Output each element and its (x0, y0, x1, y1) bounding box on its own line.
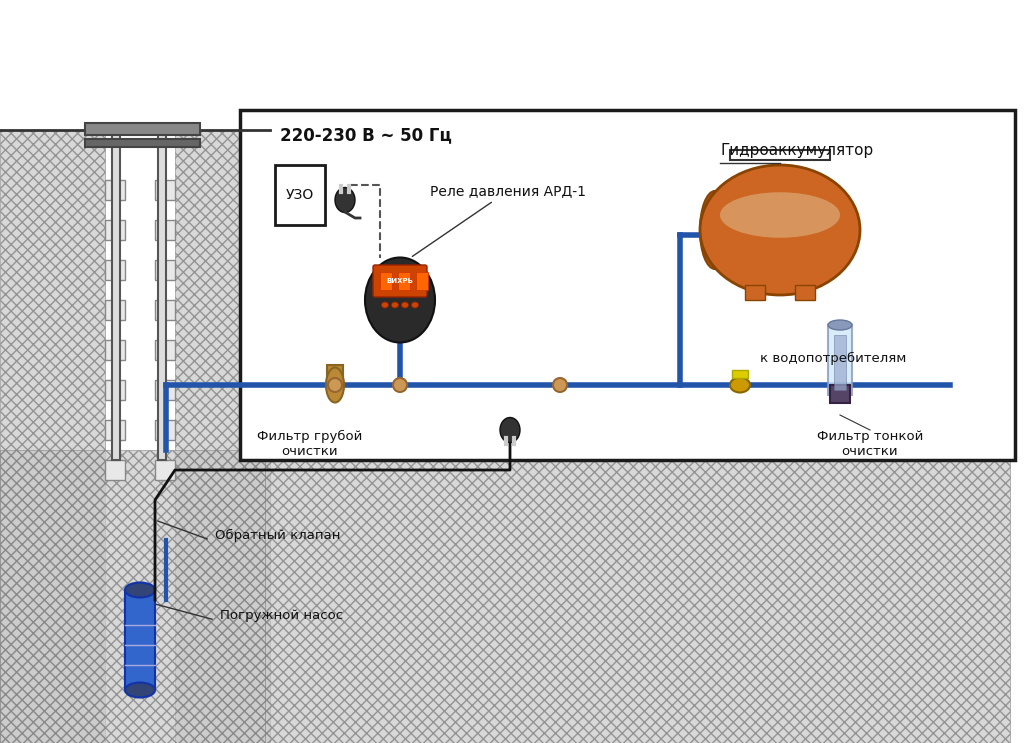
Text: Обратный клапан: Обратный клапан (215, 528, 341, 542)
FancyBboxPatch shape (373, 265, 427, 297)
Bar (828, 325, 852, 395)
Bar (105, 380, 125, 400)
Ellipse shape (730, 377, 750, 392)
Ellipse shape (125, 683, 155, 698)
Ellipse shape (382, 302, 388, 308)
Ellipse shape (391, 302, 398, 308)
Text: к водопотребителям: к водопотребителям (760, 352, 906, 365)
Bar (155, 220, 175, 240)
Bar (240, 110, 1015, 460)
Bar (105, 220, 125, 240)
Bar (745, 285, 765, 300)
Bar (380, 272, 392, 290)
Bar (327, 365, 343, 390)
Bar (155, 260, 175, 280)
Ellipse shape (412, 302, 419, 308)
Ellipse shape (401, 302, 409, 308)
Ellipse shape (700, 191, 730, 269)
Text: Реле давления АРД-1: Реле давления АРД-1 (413, 184, 586, 256)
Ellipse shape (326, 368, 344, 403)
Bar (416, 272, 428, 290)
Bar (275, 165, 325, 225)
Text: Гидроаккумулятор: Гидроаккумулятор (720, 143, 873, 158)
Text: ВИХРЬ: ВИХРЬ (387, 278, 414, 284)
Bar (125, 590, 155, 690)
Bar (105, 340, 125, 360)
Ellipse shape (828, 320, 852, 330)
Bar (830, 385, 850, 403)
Bar (85, 123, 200, 135)
Text: Фильтр тонкой
очистки: Фильтр тонкой очистки (817, 430, 924, 458)
Bar (155, 340, 175, 360)
Ellipse shape (700, 165, 860, 295)
Bar (105, 300, 125, 320)
Ellipse shape (393, 378, 407, 392)
Bar (105, 260, 125, 280)
Bar (105, 180, 125, 200)
Ellipse shape (553, 378, 567, 392)
Bar (730, 150, 830, 160)
Bar (265, 460, 1010, 743)
Bar (155, 380, 175, 400)
Bar (0, 130, 105, 743)
Ellipse shape (335, 187, 355, 212)
Bar (155, 420, 175, 440)
Bar (155, 300, 175, 320)
Bar (105, 420, 125, 440)
Ellipse shape (500, 418, 520, 443)
Bar (732, 370, 748, 378)
Bar (0, 450, 270, 743)
Text: Фильтр грубой
очистки: Фильтр грубой очистки (257, 430, 362, 458)
Bar (155, 180, 175, 200)
Text: Погружной насос: Погружной насос (220, 609, 343, 621)
Bar (175, 130, 265, 743)
Ellipse shape (125, 583, 155, 597)
Bar (105, 460, 125, 480)
Ellipse shape (720, 192, 840, 238)
Bar (398, 272, 410, 290)
Bar (158, 130, 166, 460)
Bar (85, 139, 200, 147)
Ellipse shape (328, 378, 342, 392)
Text: УЗО: УЗО (286, 188, 314, 202)
Bar (834, 335, 846, 390)
Bar (155, 460, 175, 480)
Ellipse shape (365, 258, 435, 343)
Bar (795, 285, 815, 300)
Text: 220-230 В ~ 50 Гц: 220-230 В ~ 50 Гц (280, 126, 452, 144)
Bar (112, 130, 120, 460)
